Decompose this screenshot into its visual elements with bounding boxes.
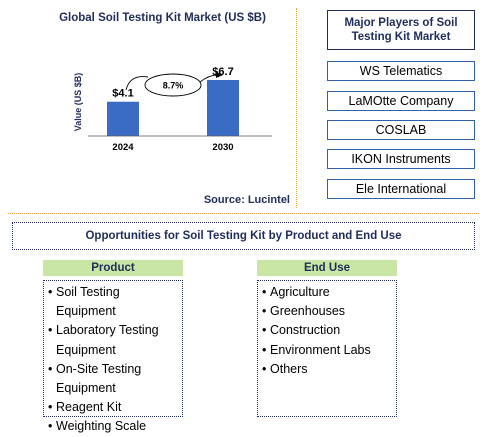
player-item: Ele International (327, 179, 475, 199)
growth-annotation-label: 8.7% (163, 81, 184, 91)
x-tick-label-2024: 2024 (112, 142, 134, 153)
end-use-header: End Use (257, 260, 397, 276)
player-item: WS Telematics (327, 61, 475, 81)
product-item: Laboratory Testing Equipment (48, 321, 176, 359)
horizontal-divider (8, 213, 479, 214)
end-use-list: Agriculture Greenhouses Construction Env… (257, 280, 397, 417)
product-item: Soil Testing Equipment (48, 283, 176, 321)
end-use-item: Others (262, 360, 390, 379)
player-item: IKON Instruments (327, 149, 475, 169)
x-tick-label-2030: 2030 (212, 142, 233, 153)
growth-annotation: 8.7% (125, 72, 223, 97)
product-item: On-Site Testing Equipment (48, 360, 176, 398)
players-title: Major Players of Soil Testing Kit Market (327, 10, 475, 50)
bar-chart: Value (US $B) $4.1 2024 $6.7 2030 8.7% (73, 66, 272, 153)
player-item: LaMOtte Company (327, 91, 475, 111)
end-use-item: Agriculture (262, 283, 390, 302)
opportunities-title: Opportunities for Soil Testing Kit by Pr… (12, 222, 475, 250)
bar-2030 (207, 80, 239, 136)
chart-title: Global Soil Testing Kit Market (US $B) (59, 12, 266, 24)
source-note: Source: Lucintel (203, 194, 290, 206)
player-item: COSLAB (327, 120, 475, 140)
product-item: Weighting Scale (48, 417, 176, 436)
product-header: Product (43, 260, 183, 276)
y-axis-label: Value (US $B) (73, 73, 83, 132)
product-list: Soil Testing Equipment Laboratory Testin… (43, 280, 183, 437)
product-item: Reagent Kit (48, 398, 176, 417)
vertical-divider (296, 8, 297, 208)
end-use-item: Construction (262, 321, 390, 340)
data-label-2024: $4.1 (112, 88, 133, 100)
data-label-2030: $6.7 (212, 66, 233, 78)
end-use-item: Environment Labs (262, 341, 390, 360)
end-use-item: Greenhouses (262, 302, 390, 321)
bar-2024 (107, 101, 139, 136)
